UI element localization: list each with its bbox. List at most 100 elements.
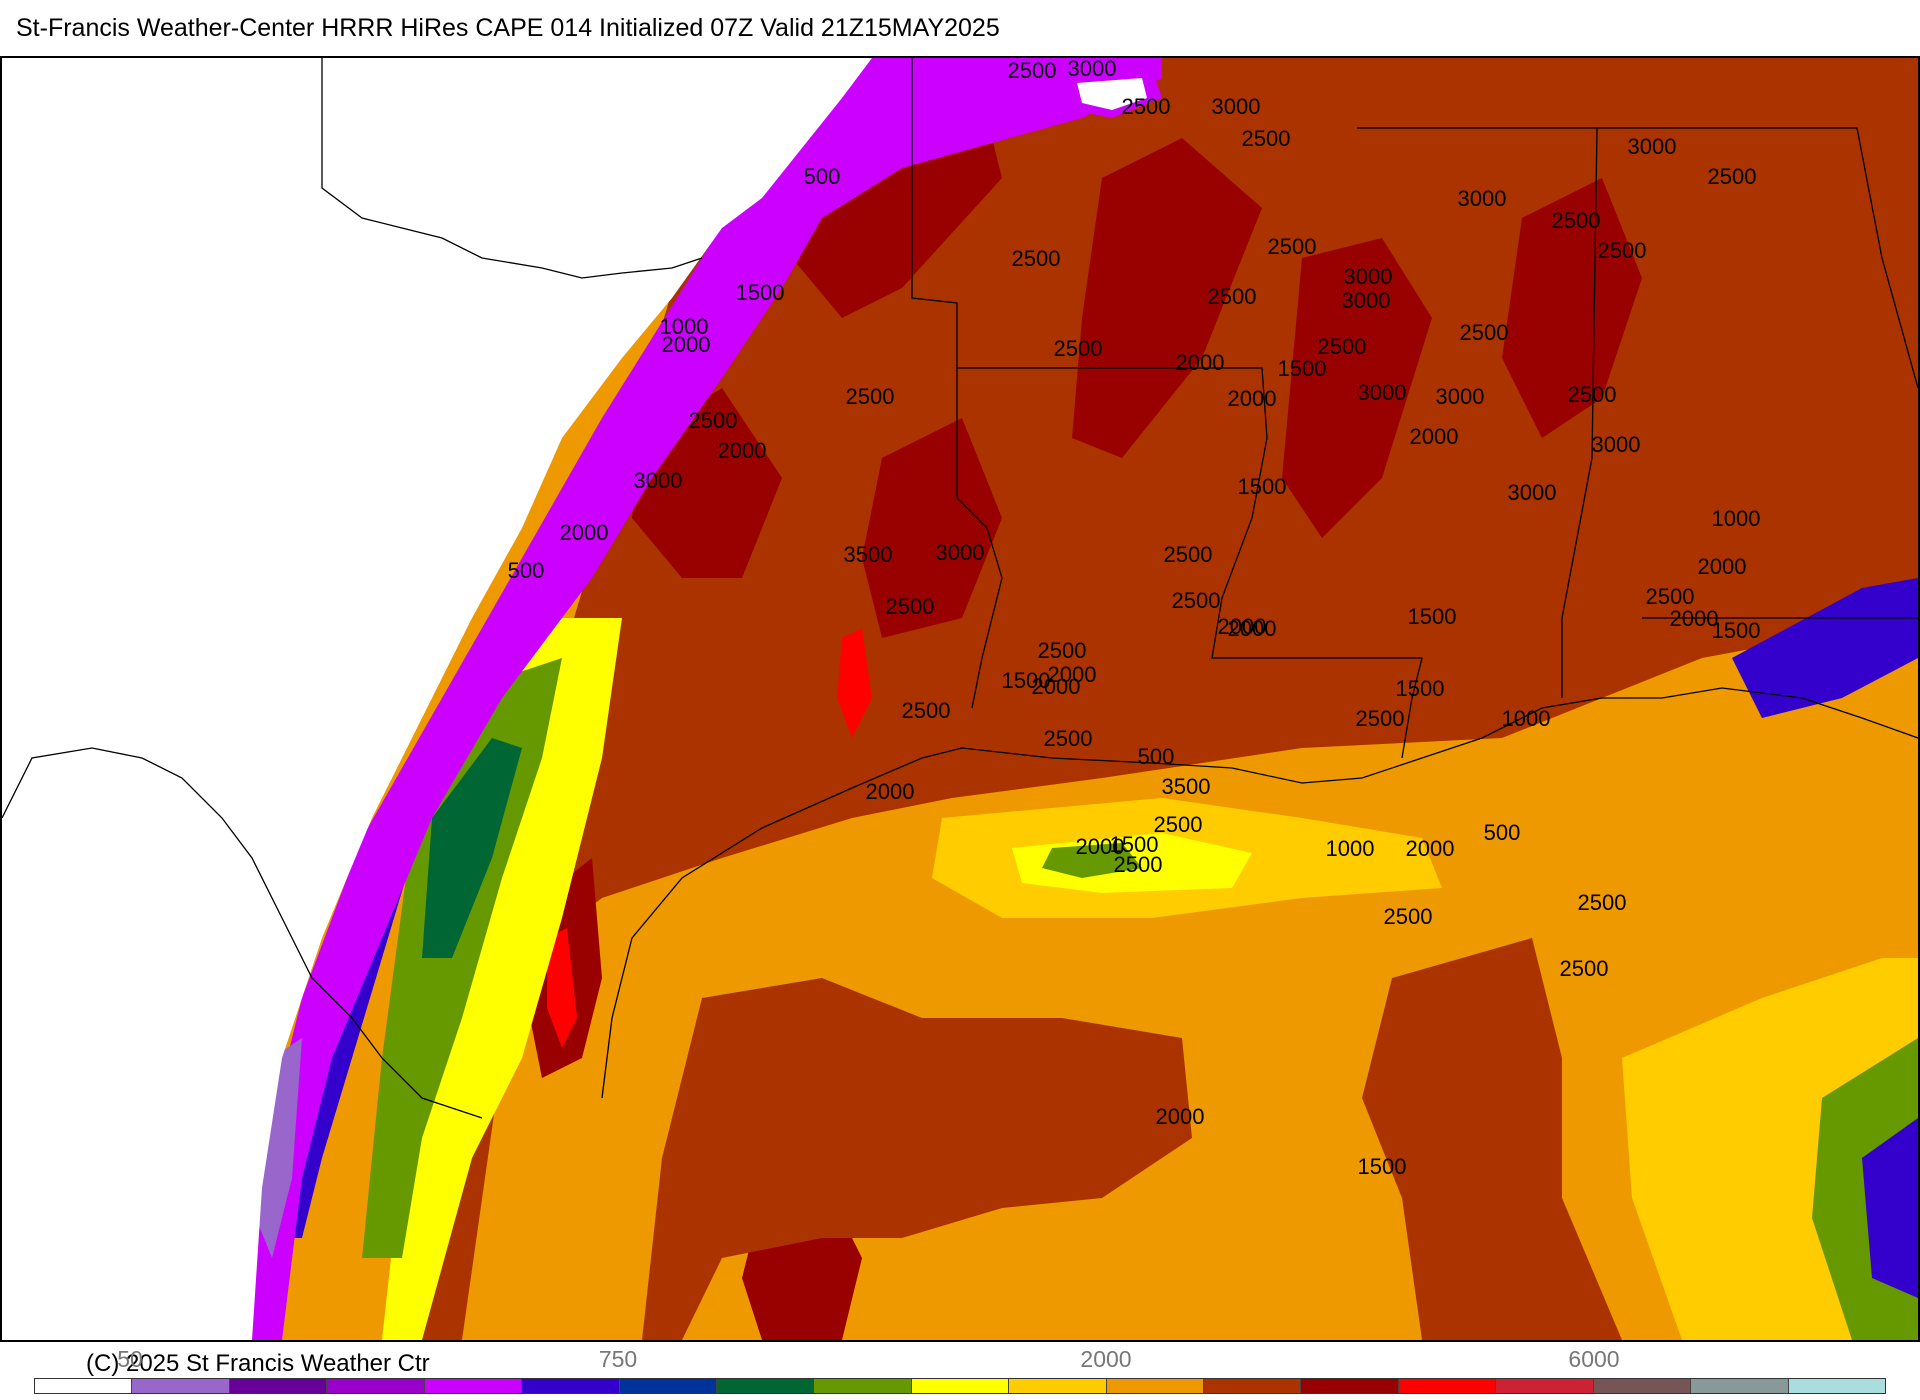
- contour-label: 2500: [1568, 382, 1617, 407]
- colorbar-swatch: [1009, 1379, 1107, 1393]
- cape-west-yellow: [382, 618, 622, 1340]
- colorbar-swatch: [327, 1379, 425, 1393]
- cape-colorbar: [34, 1378, 1886, 1394]
- colorbar-swatch: [424, 1379, 523, 1393]
- colorbar-swatch: [1691, 1379, 1789, 1393]
- colorbar-swatch: [1496, 1379, 1594, 1393]
- contour-label: 500: [1138, 744, 1175, 769]
- mexico-border: [2, 747, 483, 1119]
- coastline: [601, 687, 1918, 1099]
- colorbar-swatch: [1301, 1379, 1399, 1393]
- contour-label: 2500: [1208, 284, 1257, 309]
- contour-label: 2000: [718, 438, 767, 463]
- contour-label: 2000: [1228, 386, 1277, 411]
- contour-label: 1500: [1002, 668, 1051, 693]
- contour-label: 3000: [1508, 480, 1557, 505]
- contour-label: 2500: [1172, 588, 1221, 613]
- cape-hotspot: [547, 928, 577, 1048]
- contour-label: 1500: [1408, 604, 1457, 629]
- contour-label: 3000: [1358, 380, 1407, 405]
- contour-label: 2500: [1646, 584, 1695, 609]
- contour-label: 2000: [1670, 606, 1719, 631]
- contour-label: 3500: [1162, 774, 1211, 799]
- contour-label: 2500: [1242, 126, 1291, 151]
- contour-label: 2500: [1384, 904, 1433, 929]
- colorbar-swatch: [911, 1379, 1010, 1393]
- cape-streak: [862, 418, 1002, 638]
- contour-label: 3000: [1458, 186, 1507, 211]
- contour-label: 1000: [660, 314, 709, 339]
- contour-label: 2500: [689, 408, 738, 433]
- state-border: [957, 367, 1423, 759]
- cape-streak: [1282, 238, 1432, 538]
- contour-label: 2500: [886, 594, 935, 619]
- colorbar-swatch: [814, 1379, 912, 1393]
- colorbar-swatch: [1593, 1379, 1692, 1393]
- contour-label: 2500: [1164, 542, 1213, 567]
- contour-label: 3000: [634, 468, 683, 493]
- contour-label: 2500: [1122, 94, 1171, 119]
- cape-zero-area: [2, 58, 872, 1340]
- contour-label: 2000: [560, 520, 609, 545]
- colorbar-swatch: [1106, 1379, 1205, 1393]
- contour-label: 2000: [662, 332, 711, 357]
- state-border: [321, 58, 703, 279]
- contour-label: 2500: [846, 384, 895, 409]
- cape-gulf-brown: [1362, 938, 1622, 1340]
- cape-hotspot: [837, 628, 872, 738]
- contour-label: 2500: [902, 698, 951, 723]
- contour-label: 2000: [1228, 616, 1277, 641]
- contour-label: 2500: [1008, 58, 1057, 83]
- contour-label: 3000: [936, 540, 985, 565]
- colorbar-tick-label: 750: [598, 1346, 638, 1372]
- contour-label: 2000: [1032, 674, 1081, 699]
- contour-label: 500: [804, 164, 841, 189]
- contour-label: 1500: [1278, 356, 1327, 381]
- contour-label: 1500: [1396, 676, 1445, 701]
- cape-west-purple: [242, 58, 1162, 1340]
- contour-label: 2500: [1154, 812, 1203, 837]
- colorbar-swatch: [132, 1379, 230, 1393]
- contour-label: 1000: [1326, 836, 1375, 861]
- contour-label: 2000: [1406, 836, 1455, 861]
- contour-label: 3500: [844, 542, 893, 567]
- state-border: [1597, 127, 1918, 389]
- map-title: St-Francis Weather-Center HRRR HiRes CAP…: [16, 14, 1000, 42]
- cape-ne-blue: [1732, 578, 1918, 718]
- colorbar-swatch: [229, 1379, 328, 1393]
- contour-label: 2000: [1076, 834, 1125, 859]
- colorbar-swatch: [716, 1379, 815, 1393]
- contour-label: 1000: [1502, 706, 1551, 731]
- contour-label: 3000: [1344, 264, 1393, 289]
- cape-streak: [1502, 178, 1642, 438]
- contour-label: 2500: [1044, 726, 1093, 751]
- cape-west-darkgreen: [422, 738, 522, 958]
- contour-label: 2000: [1176, 350, 1225, 375]
- contour-label: 3000: [1628, 134, 1677, 159]
- cape-streak: [1072, 138, 1262, 458]
- contour-label: 2000: [1218, 614, 1267, 639]
- copyright-credit: (C) 2025 St Francis Weather Ctr: [86, 1350, 430, 1377]
- colorbar-tick-label: 6000: [1568, 1346, 1620, 1372]
- contour-label: 3000: [1436, 384, 1485, 409]
- contour-label: 1500: [1110, 832, 1159, 857]
- contour-label: 3000: [1592, 432, 1641, 457]
- colorbar-swatch: [1788, 1379, 1886, 1393]
- contour-label: 500: [1484, 820, 1521, 845]
- cape-gulf-brown: [642, 978, 1192, 1340]
- colorbar-swatch: [35, 1379, 133, 1393]
- colorbar-swatch: [1204, 1379, 1302, 1393]
- contour-label: 2500: [1318, 334, 1367, 359]
- contour-label: 1500: [1712, 618, 1761, 643]
- cape-green-patch: [1042, 843, 1142, 878]
- contour-label: 2000: [866, 779, 915, 804]
- contour-label: 2500: [1356, 706, 1405, 731]
- contour-label: 2000: [1698, 554, 1747, 579]
- contour-label: 2000: [1410, 424, 1459, 449]
- contour-label: 3000: [1068, 58, 1117, 81]
- contour-label: 1000: [1712, 506, 1761, 531]
- contour-label: 1500: [1238, 474, 1287, 499]
- contour-label: 2500: [1708, 164, 1757, 189]
